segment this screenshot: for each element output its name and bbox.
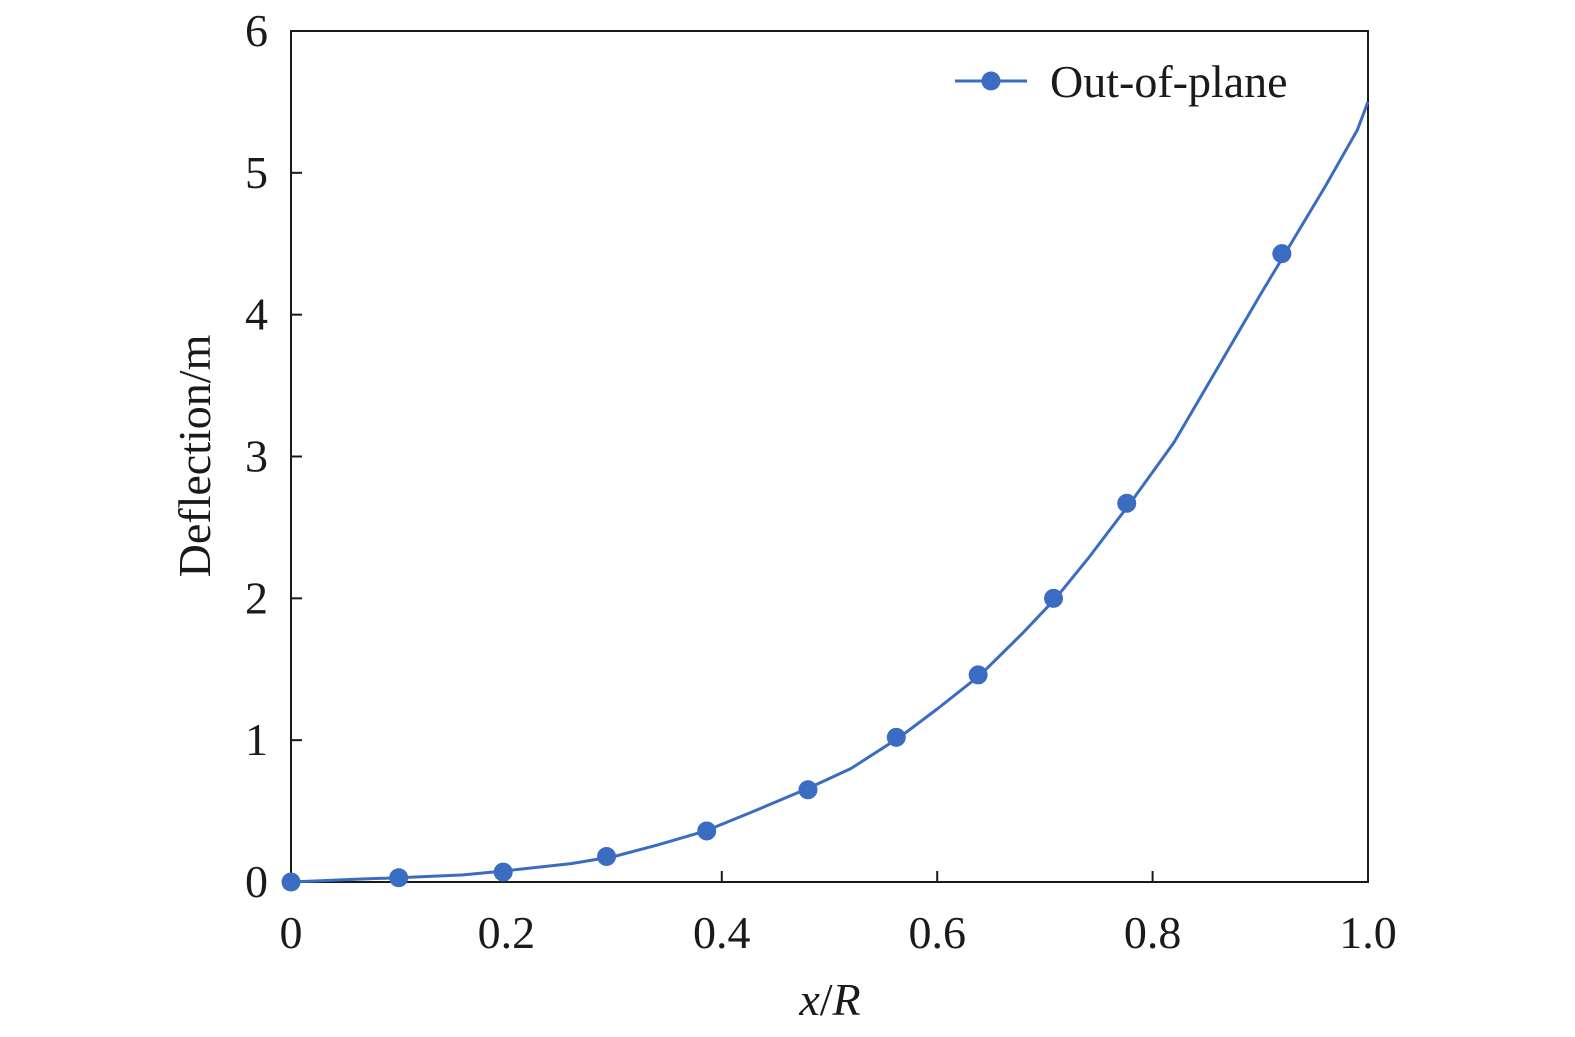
x-tick-label: 0.8 [1124,907,1182,958]
y-axis-title: Deflection/m [169,334,220,577]
y-tick-label: 5 [245,147,268,198]
legend-marker [981,71,1001,91]
data-point [1272,244,1292,264]
x-tick-label: 0 [280,907,303,958]
x-tick-label: 0.6 [908,907,966,958]
x-tick-label: 0.2 [478,907,536,958]
x-axis-title-denominator: R [832,974,861,1025]
y-tick-label: 1 [245,714,268,765]
x-tick-label: 1.0 [1339,907,1397,958]
data-point [281,872,301,892]
legend-label: Out-of-plane [1050,56,1288,107]
y-tick-label: 3 [245,431,268,482]
legend: Out-of-plane [955,56,1288,107]
x-tick-label: 0.4 [693,907,751,958]
data-point [1044,588,1064,608]
x-axis-title: x/R [798,974,860,1025]
plot-frame [290,30,1369,883]
y-tick-label: 0 [245,856,268,907]
data-point [886,727,906,747]
axes-layer: 0 0.2 0.4 0.6 0.8 1.0 0 1 2 3 4 5 6 [245,5,1397,958]
data-point [1117,493,1137,513]
y-tick-label: 6 [245,5,268,56]
data-point [968,665,988,685]
y-tick-label: 4 [245,289,268,340]
data-point [697,821,717,841]
x-axis-title-var: x [798,974,820,1025]
data-point [597,846,617,866]
data-point [389,868,409,888]
data-point [493,862,513,882]
y-tick-label: 2 [245,572,268,623]
data-point [798,780,818,800]
x-axis-title-slash: / [820,974,833,1025]
series-line [290,101,1370,884]
plot-layer [281,101,1370,892]
